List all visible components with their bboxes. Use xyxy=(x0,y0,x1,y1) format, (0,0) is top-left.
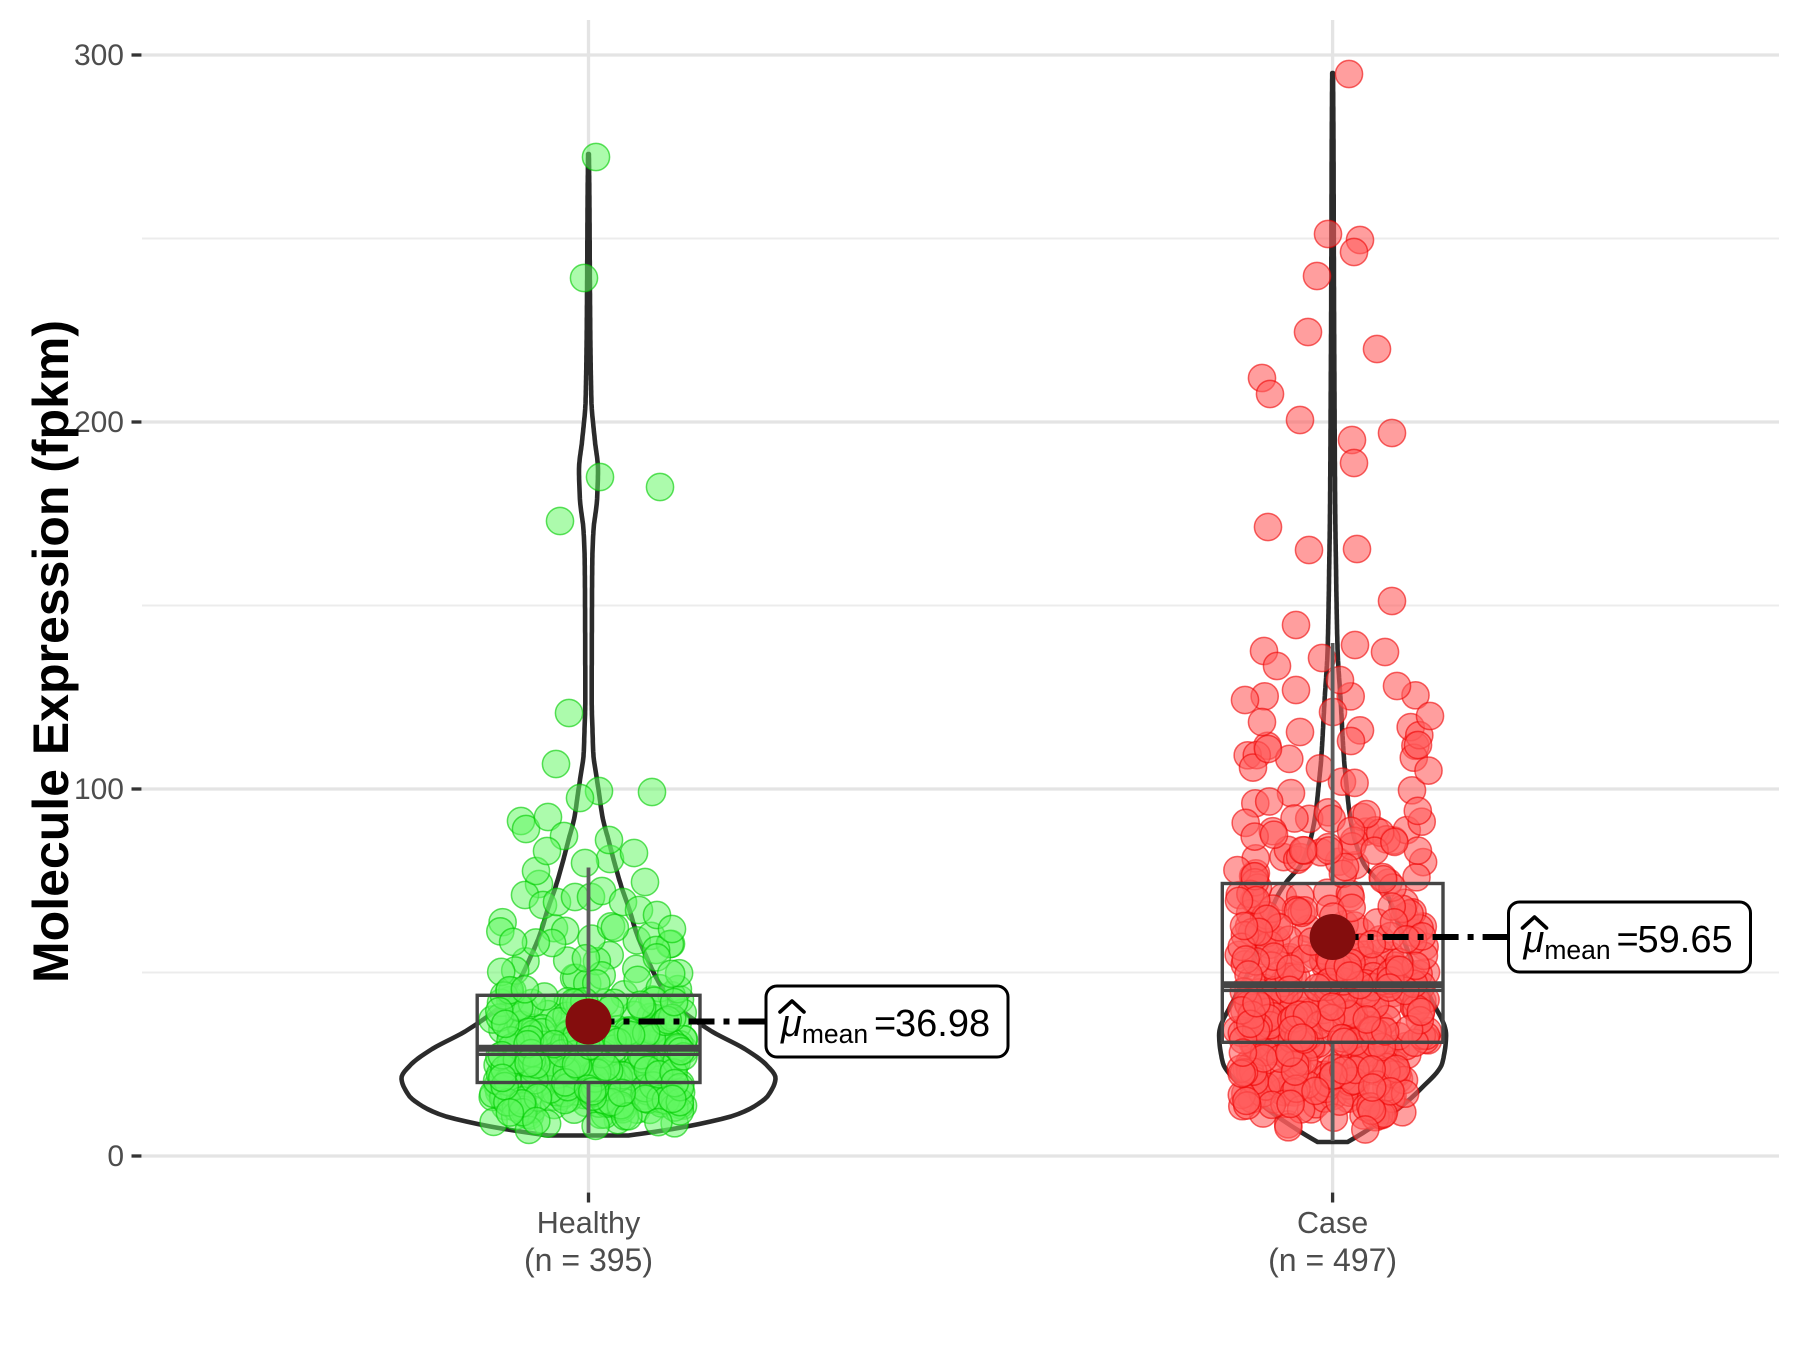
svg-text:300: 300 xyxy=(74,39,124,72)
svg-text:μmean=59.65: μmean =59.65 xyxy=(1523,919,1733,965)
svg-text:Case: Case xyxy=(1297,1206,1368,1240)
svg-text:(n = 497): (n = 497) xyxy=(1268,1242,1397,1278)
svg-text:(n = 395): (n = 395) xyxy=(524,1242,653,1278)
svg-text:Healthy: Healthy xyxy=(537,1206,641,1240)
svg-text:(fpkm): (fpkm) xyxy=(23,320,79,473)
svg-text:100: 100 xyxy=(74,773,124,806)
svg-text:μmean=36.98: μmean =36.98 xyxy=(780,1003,990,1049)
svg-text:200: 200 xyxy=(74,406,124,439)
svg-text:Molecule Expression: Molecule Expression xyxy=(23,486,79,983)
svg-text:0: 0 xyxy=(107,1140,124,1173)
